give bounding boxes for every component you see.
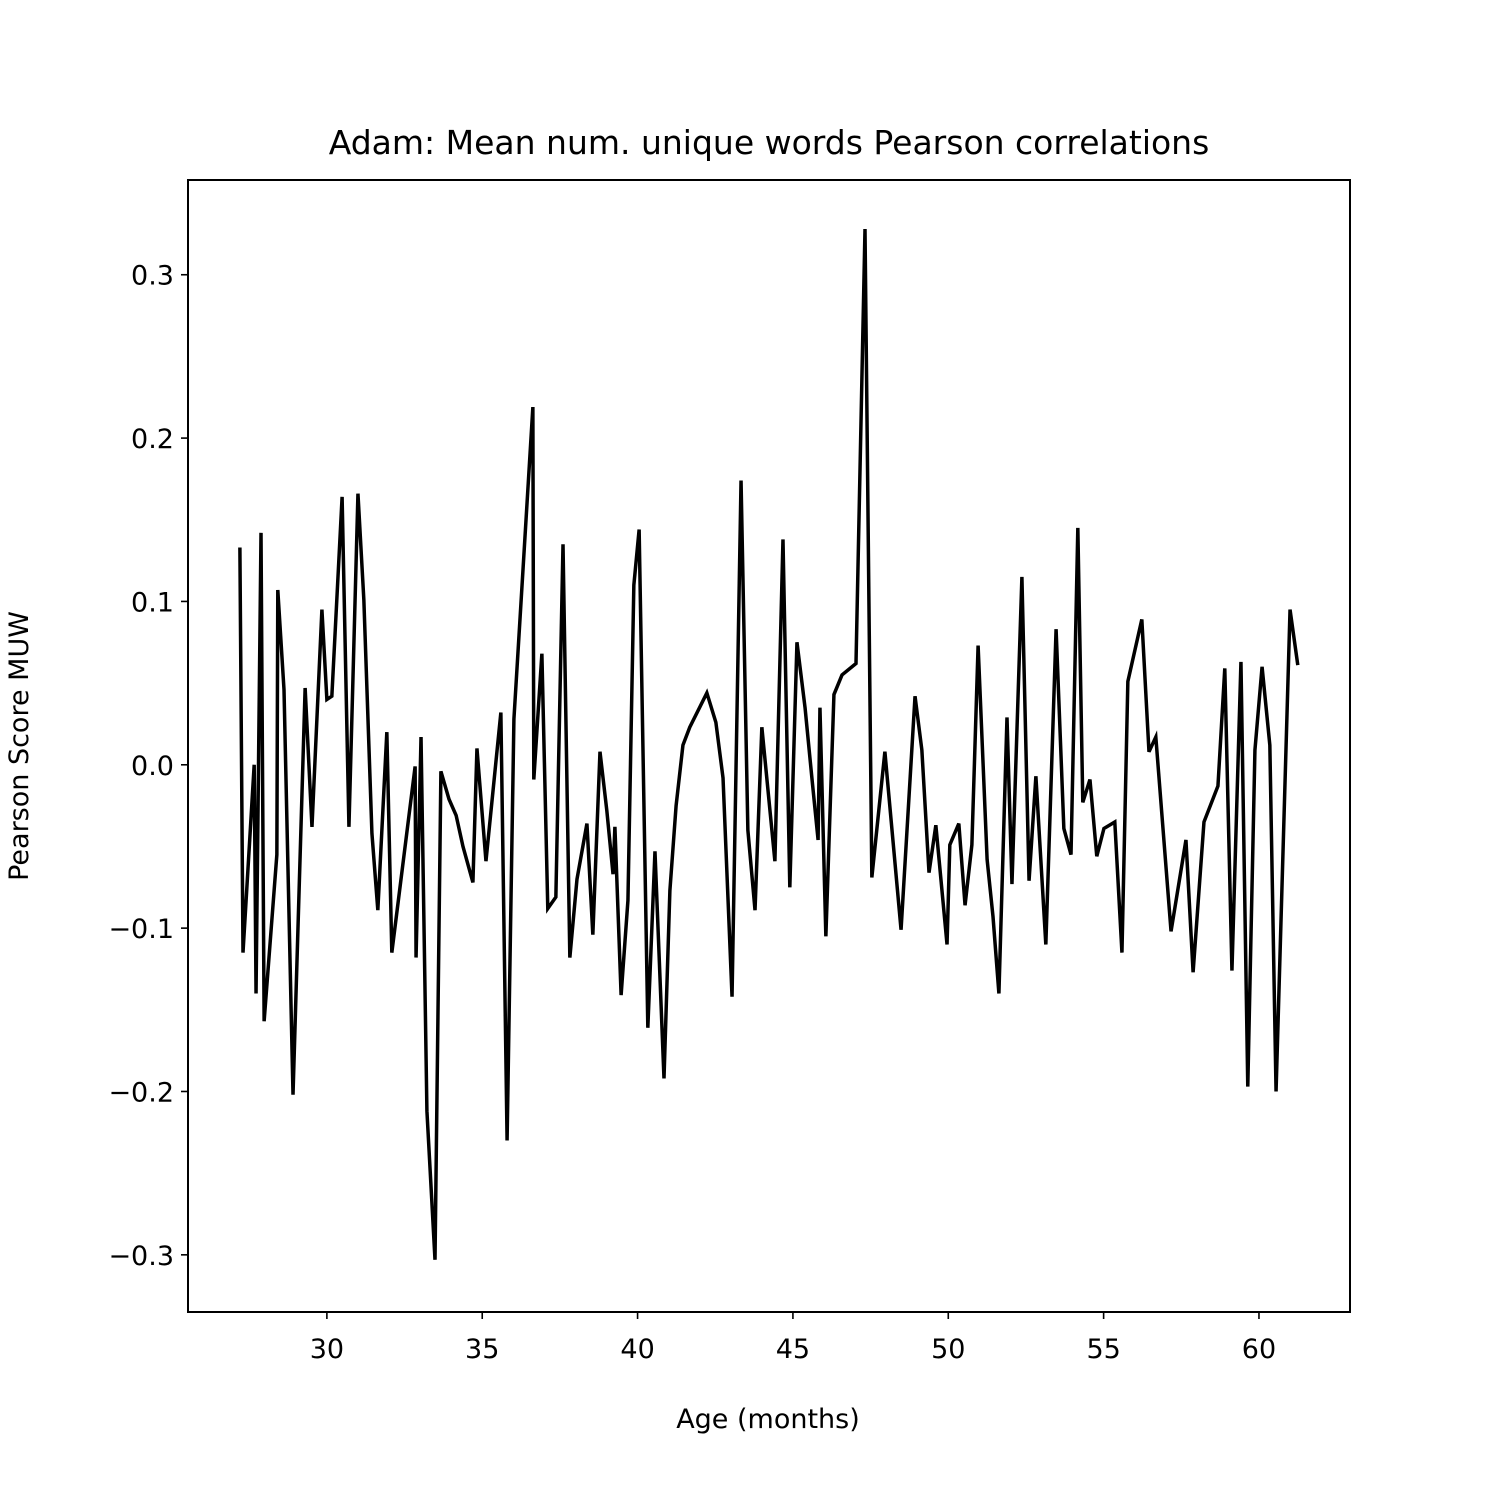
x-tick-label: 50 bbox=[931, 1334, 965, 1365]
y-axis-label: Pearson Score MUW bbox=[4, 611, 35, 881]
x-tick-label: 35 bbox=[465, 1334, 499, 1365]
y-tick-label: −0.2 bbox=[108, 1077, 174, 1108]
x-tick-label: 45 bbox=[776, 1334, 810, 1365]
y-tick-label: −0.1 bbox=[108, 914, 174, 945]
y-tick-label: 0.2 bbox=[131, 424, 174, 455]
x-tick-label: 55 bbox=[1086, 1334, 1120, 1365]
y-tick-label: 0.3 bbox=[131, 261, 174, 292]
x-axis-label: Age (months) bbox=[676, 1404, 860, 1435]
y-tick-label: 0.0 bbox=[131, 751, 174, 782]
y-tick-label: −0.3 bbox=[108, 1241, 174, 1272]
x-tick-label: 40 bbox=[620, 1334, 654, 1365]
plot-frame bbox=[187, 179, 1351, 1313]
chart-title: Adam: Mean num. unique words Pearson cor… bbox=[329, 123, 1210, 162]
x-tick-label: 30 bbox=[310, 1334, 344, 1365]
y-tick-label: 0.1 bbox=[131, 587, 174, 618]
x-tick-label: 60 bbox=[1242, 1334, 1276, 1365]
data-line bbox=[238, 228, 1300, 1260]
